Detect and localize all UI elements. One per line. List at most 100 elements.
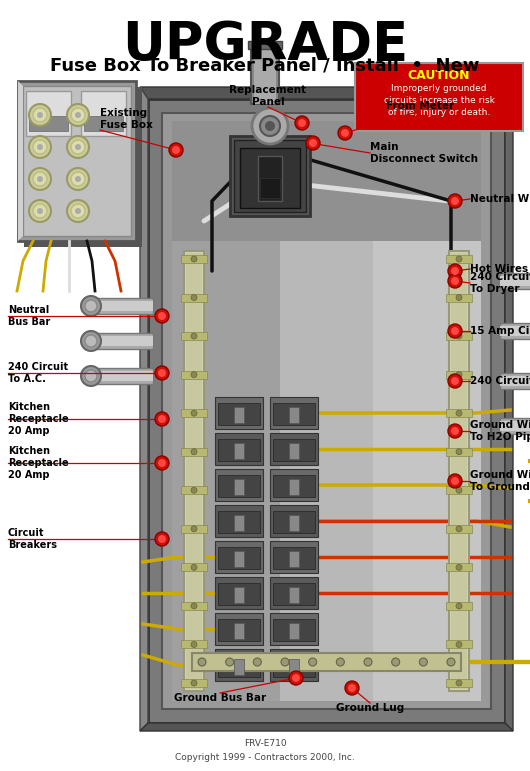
- Bar: [500, 273, 530, 289]
- Circle shape: [37, 176, 43, 182]
- Circle shape: [85, 300, 97, 312]
- Text: Ground Bus Bar: Ground Bus Bar: [174, 693, 266, 703]
- Bar: [215, 649, 263, 681]
- Polygon shape: [140, 87, 513, 99]
- Bar: [289, 587, 299, 603]
- Circle shape: [456, 410, 462, 416]
- Circle shape: [260, 116, 280, 136]
- Circle shape: [67, 200, 89, 222]
- Bar: [84, 116, 123, 131]
- Bar: [215, 613, 263, 645]
- Bar: [81, 91, 126, 136]
- Circle shape: [169, 143, 183, 157]
- Bar: [446, 255, 472, 263]
- Text: Improperly grounded
circuits increase the risk
of fire, injury or death.: Improperly grounded circuits increase th…: [384, 84, 494, 116]
- Bar: [24, 87, 142, 247]
- Circle shape: [29, 136, 51, 158]
- Circle shape: [172, 146, 180, 154]
- Text: Copyright 1999 - Contractors 2000, Inc.: Copyright 1999 - Contractors 2000, Inc.: [175, 752, 355, 762]
- Bar: [181, 641, 207, 648]
- Bar: [218, 619, 260, 641]
- Circle shape: [456, 526, 462, 532]
- Bar: [181, 448, 207, 456]
- Text: Neutral Wires: Neutral Wires: [470, 194, 530, 204]
- Circle shape: [191, 410, 197, 416]
- Circle shape: [75, 176, 81, 182]
- Bar: [446, 487, 472, 494]
- Circle shape: [456, 680, 462, 686]
- Circle shape: [33, 172, 47, 186]
- Circle shape: [456, 641, 462, 648]
- Bar: [273, 619, 315, 641]
- Bar: [162, 113, 491, 709]
- Circle shape: [298, 119, 306, 127]
- Text: Neutral
Bus Bar: Neutral Bus Bar: [8, 305, 50, 327]
- Circle shape: [71, 108, 85, 122]
- Circle shape: [341, 129, 349, 137]
- Bar: [240, 148, 300, 208]
- Circle shape: [155, 412, 169, 426]
- Circle shape: [33, 140, 47, 154]
- Bar: [93, 371, 153, 381]
- Bar: [289, 443, 299, 459]
- Circle shape: [309, 139, 317, 147]
- Bar: [230, 136, 310, 216]
- Circle shape: [448, 264, 462, 278]
- Circle shape: [456, 449, 462, 455]
- Circle shape: [155, 366, 169, 380]
- Circle shape: [292, 674, 300, 682]
- Circle shape: [71, 204, 85, 218]
- Text: From Meter: From Meter: [386, 101, 454, 111]
- Bar: [234, 140, 306, 212]
- Text: Ground Lug: Ground Lug: [336, 703, 404, 713]
- Bar: [500, 323, 530, 339]
- Circle shape: [191, 680, 197, 686]
- Bar: [254, 44, 276, 104]
- Bar: [289, 479, 299, 495]
- Bar: [449, 251, 469, 691]
- Circle shape: [348, 684, 356, 692]
- Bar: [181, 371, 207, 379]
- Bar: [289, 623, 299, 639]
- Bar: [181, 409, 207, 417]
- Circle shape: [155, 532, 169, 546]
- Circle shape: [158, 369, 166, 377]
- Bar: [260, 178, 280, 198]
- Circle shape: [448, 324, 462, 338]
- Text: 240 Circuit
To A.C.: 240 Circuit To A.C.: [8, 362, 68, 384]
- Circle shape: [29, 200, 51, 222]
- Circle shape: [345, 681, 359, 695]
- Text: FRV-E710: FRV-E710: [244, 739, 286, 748]
- Bar: [251, 44, 279, 104]
- Bar: [234, 551, 244, 567]
- Circle shape: [33, 204, 47, 218]
- Circle shape: [81, 366, 101, 386]
- Bar: [289, 659, 299, 675]
- Bar: [270, 397, 318, 429]
- Bar: [446, 564, 472, 571]
- Bar: [446, 641, 472, 648]
- Bar: [289, 515, 299, 531]
- Bar: [181, 564, 207, 571]
- Polygon shape: [140, 723, 513, 731]
- Circle shape: [289, 671, 303, 685]
- Bar: [234, 587, 244, 603]
- Circle shape: [451, 377, 459, 385]
- Circle shape: [191, 603, 197, 609]
- Circle shape: [67, 168, 89, 190]
- Circle shape: [71, 140, 85, 154]
- Circle shape: [451, 327, 459, 335]
- Circle shape: [191, 449, 197, 455]
- Text: 240 Circuit
To Dryer: 240 Circuit To Dryer: [470, 272, 530, 294]
- Bar: [248, 41, 282, 49]
- Bar: [93, 298, 153, 314]
- Text: Ground Wire
To Ground Rod: Ground Wire To Ground Rod: [470, 470, 530, 492]
- Bar: [218, 475, 260, 497]
- Bar: [500, 418, 530, 434]
- Bar: [234, 623, 244, 639]
- Circle shape: [191, 487, 197, 493]
- Circle shape: [75, 112, 81, 118]
- Circle shape: [29, 168, 51, 190]
- Bar: [446, 602, 472, 610]
- Text: Kitchen
Receptacle
20 Amp: Kitchen Receptacle 20 Amp: [8, 402, 68, 436]
